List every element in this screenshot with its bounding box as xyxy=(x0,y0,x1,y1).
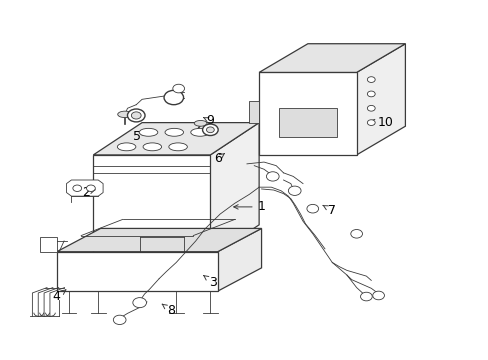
Polygon shape xyxy=(249,101,259,123)
Text: 9: 9 xyxy=(203,114,214,127)
Ellipse shape xyxy=(164,129,183,136)
Circle shape xyxy=(73,185,81,192)
Circle shape xyxy=(133,298,146,308)
Polygon shape xyxy=(93,155,210,257)
Polygon shape xyxy=(217,228,261,291)
Ellipse shape xyxy=(194,121,206,126)
Polygon shape xyxy=(259,44,405,72)
Text: 4: 4 xyxy=(53,290,66,303)
Polygon shape xyxy=(210,123,259,257)
Circle shape xyxy=(86,185,95,192)
Circle shape xyxy=(172,84,184,93)
Text: 1: 1 xyxy=(233,201,265,213)
Circle shape xyxy=(306,204,318,213)
Text: 10: 10 xyxy=(369,116,393,129)
Circle shape xyxy=(366,105,374,111)
Circle shape xyxy=(350,229,362,238)
Ellipse shape xyxy=(190,129,209,136)
Polygon shape xyxy=(40,237,57,252)
Ellipse shape xyxy=(139,129,158,136)
Text: 8: 8 xyxy=(162,304,175,318)
Polygon shape xyxy=(66,180,103,196)
Polygon shape xyxy=(93,123,259,155)
Polygon shape xyxy=(356,44,405,155)
Circle shape xyxy=(113,315,126,324)
Circle shape xyxy=(202,124,218,135)
Text: 3: 3 xyxy=(203,275,216,289)
Circle shape xyxy=(366,120,374,126)
Circle shape xyxy=(360,292,371,301)
Circle shape xyxy=(266,172,279,181)
Circle shape xyxy=(372,291,384,300)
Ellipse shape xyxy=(117,143,136,151)
Circle shape xyxy=(366,77,374,82)
Polygon shape xyxy=(57,252,217,291)
Circle shape xyxy=(206,127,214,133)
Text: 2: 2 xyxy=(82,186,95,199)
Circle shape xyxy=(127,109,145,122)
Polygon shape xyxy=(57,228,261,252)
Circle shape xyxy=(288,186,301,195)
Polygon shape xyxy=(278,108,336,137)
Text: 5: 5 xyxy=(133,130,144,144)
Text: 6: 6 xyxy=(213,152,224,165)
Circle shape xyxy=(163,90,183,105)
Circle shape xyxy=(366,91,374,97)
Ellipse shape xyxy=(118,111,132,118)
Circle shape xyxy=(131,112,141,119)
Text: 7: 7 xyxy=(322,204,336,217)
Ellipse shape xyxy=(168,143,187,151)
Ellipse shape xyxy=(143,143,161,151)
Polygon shape xyxy=(259,72,356,155)
